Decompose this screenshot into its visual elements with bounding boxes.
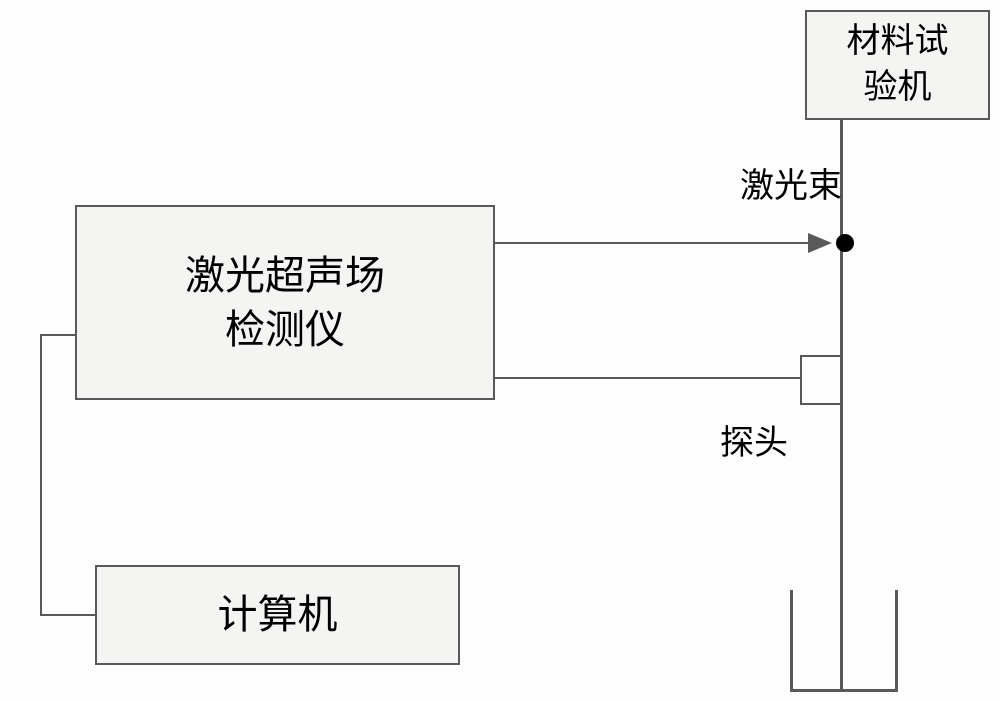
box-computer: 计算机 <box>95 565 460 665</box>
probe-wire <box>495 377 800 379</box>
box-material-tester: 材料试验机 <box>805 10 990 120</box>
bottom-fixture-left <box>790 590 793 692</box>
probe-top <box>800 355 840 357</box>
box-material-tester-label: 材料试验机 <box>847 19 949 111</box>
computer-wire-seg1 <box>40 334 75 336</box>
computer-wire-seg2 <box>40 334 42 616</box>
box-laser-ultrasonic-detector: 激光超声场检测仪 <box>75 205 495 400</box>
label-laser-beam: 激光束 <box>740 158 842 207</box>
bottom-fixture-bottom <box>790 689 898 692</box>
probe-left <box>800 355 802 405</box>
bottom-fixture-right <box>895 590 898 692</box>
probe-bottom <box>800 403 840 405</box>
laser-impact-dot-icon <box>836 234 854 252</box>
computer-wire-seg3 <box>40 614 95 616</box>
laser-beam-arrowhead-icon <box>808 233 832 253</box>
box-detector-label: 激光超声场检测仪 <box>185 249 385 357</box>
diagram-canvas: 材料试验机 激光超声场检测仪 计算机 激光束 探头 <box>0 0 1000 702</box>
label-probe: 探头 <box>720 415 788 464</box>
laser-beam-line <box>495 242 812 244</box>
box-computer-label: 计算机 <box>218 588 338 642</box>
